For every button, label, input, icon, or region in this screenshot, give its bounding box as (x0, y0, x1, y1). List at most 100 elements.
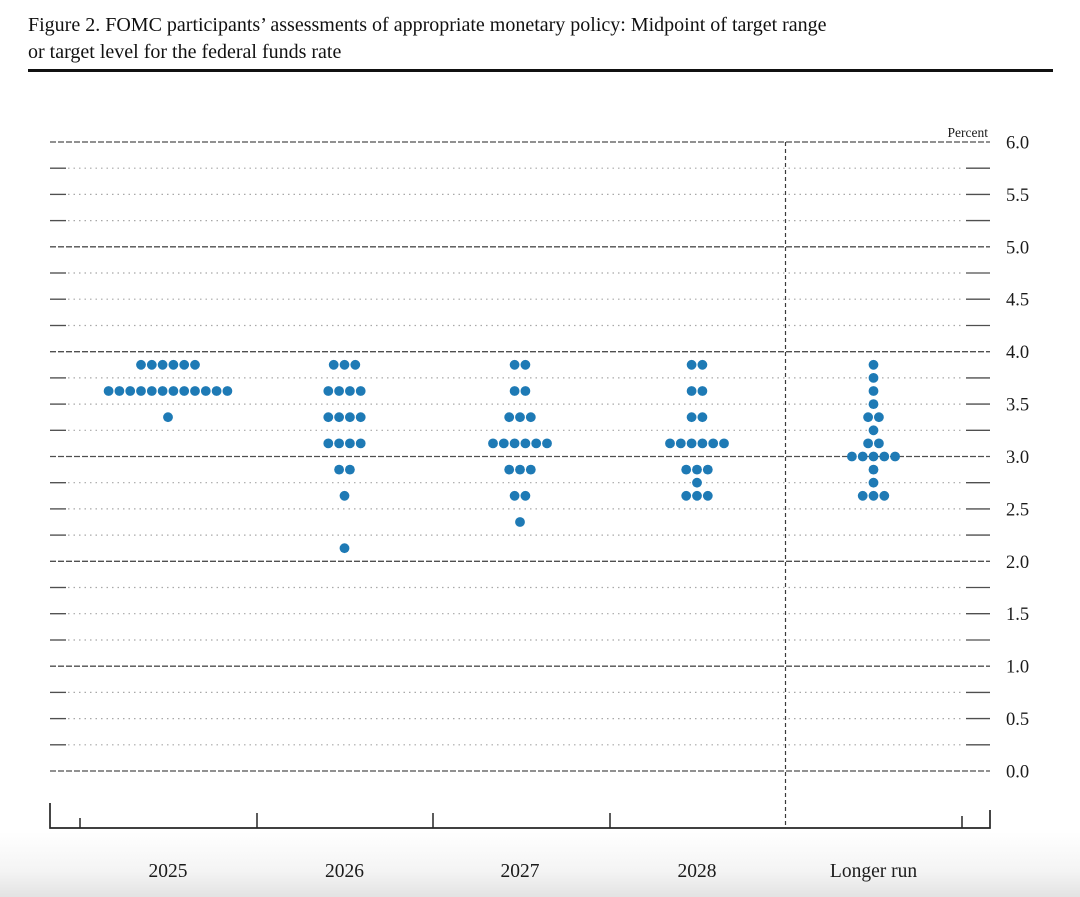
projection-dot (504, 412, 515, 423)
projection-dot (136, 386, 146, 396)
projection-dot (222, 386, 233, 396)
projection-dot (520, 438, 531, 449)
projection-dot (355, 412, 366, 423)
projection-dot (334, 438, 344, 449)
projection-dot (515, 412, 525, 423)
projection-dot (697, 438, 708, 449)
x-axis-category-label: Longer run (830, 861, 917, 882)
projection-dot (146, 359, 157, 370)
projection-dot (692, 490, 702, 501)
y-axis-tick-label: 3.0 (1006, 448, 1029, 468)
projection-dot (179, 386, 190, 396)
projection-dot (350, 359, 361, 370)
projection-dot (675, 438, 686, 449)
projection-dot (702, 464, 713, 475)
projection-dot (686, 438, 697, 449)
projection-dot (515, 517, 525, 527)
y-axis-tick-label: 4.0 (1006, 343, 1029, 363)
projection-dot (157, 386, 168, 396)
page-bottom-shading (0, 832, 1080, 897)
projection-dot (190, 386, 200, 396)
figure-title-line-2: or target level for the federal funds ra… (28, 41, 342, 63)
y-axis-unit-label: Percent (948, 125, 989, 140)
y-axis-tick-label: 0.5 (1006, 710, 1029, 730)
projection-dot (708, 438, 719, 449)
x-axis-category-label: 2027 (501, 861, 540, 882)
projection-dot (504, 464, 515, 475)
projection-dot (339, 490, 350, 501)
x-axis-category-label: 2028 (678, 861, 717, 882)
y-axis-tick-label: 5.0 (1006, 238, 1029, 258)
projection-dot (509, 438, 520, 449)
projection-dot (136, 359, 146, 370)
projection-dot (345, 438, 355, 449)
projection-dot (686, 386, 697, 396)
projection-dot (868, 386, 879, 396)
y-axis-tick-label: 1.0 (1006, 658, 1029, 678)
projection-dot (868, 477, 879, 488)
y-axis-tick-label: 1.5 (1006, 605, 1029, 625)
projection-dot (692, 464, 702, 475)
projection-dot (190, 359, 200, 370)
projection-dot (515, 464, 525, 475)
projection-dot (339, 359, 350, 370)
y-axis-tick-label: 6.0 (1006, 134, 1029, 154)
projection-dot (868, 425, 879, 436)
projection-dot (868, 490, 879, 501)
projection-dot (157, 359, 168, 370)
projection-dot (697, 412, 708, 423)
projection-dot (681, 464, 692, 475)
projection-dot (328, 359, 339, 370)
projection-dot (686, 412, 697, 423)
y-axis-tick-label: 4.5 (1006, 291, 1029, 311)
title-divider-rule (28, 69, 1053, 72)
projection-dot (686, 359, 697, 370)
projection-dot (868, 399, 879, 409)
projection-dot (345, 386, 355, 396)
projection-dot (719, 438, 729, 449)
projection-dot (509, 386, 520, 396)
projection-dot (863, 438, 873, 449)
projection-dot (520, 490, 531, 501)
projection-dot (179, 359, 190, 370)
projection-dot (681, 490, 692, 501)
y-axis-tick-label: 5.5 (1006, 186, 1029, 206)
projection-dot (857, 451, 868, 462)
projection-dot (200, 386, 211, 396)
projection-dot (339, 543, 350, 554)
projection-dot (323, 438, 334, 449)
projection-dot (323, 412, 334, 423)
y-axis-tick-label: 3.5 (1006, 396, 1029, 416)
projection-dot (874, 438, 884, 449)
projection-dot (355, 386, 366, 396)
projection-dot (488, 438, 498, 449)
projection-dot (857, 490, 868, 501)
projection-dot (520, 386, 531, 396)
projection-dot (103, 386, 114, 396)
projection-dot (868, 373, 879, 383)
projection-dot (525, 464, 536, 475)
figure-title-line-1: Figure 2. FOMC participants’ assessments… (28, 14, 827, 36)
projection-dot (525, 412, 536, 423)
projection-dot (531, 438, 542, 449)
projection-dot (168, 359, 179, 370)
projection-dot (868, 359, 879, 370)
projection-dot (334, 412, 344, 423)
projection-dot (334, 464, 344, 475)
projection-dot (345, 412, 355, 423)
projection-dot (697, 386, 708, 396)
projection-dot (509, 359, 520, 370)
y-axis-tick-label: 0.0 (1006, 763, 1029, 783)
projection-dot (863, 412, 873, 423)
projection-dot (498, 438, 509, 449)
projection-dot (125, 386, 136, 396)
projection-dot (168, 386, 179, 396)
projection-dot (345, 464, 355, 475)
projection-dot (163, 412, 173, 423)
projection-dot (879, 451, 890, 462)
figure-title: Figure 2. FOMC participants’ assessments… (28, 12, 1028, 66)
x-axis-category-label: 2026 (325, 861, 364, 882)
projection-dot (665, 438, 675, 449)
projection-dot (697, 359, 708, 370)
